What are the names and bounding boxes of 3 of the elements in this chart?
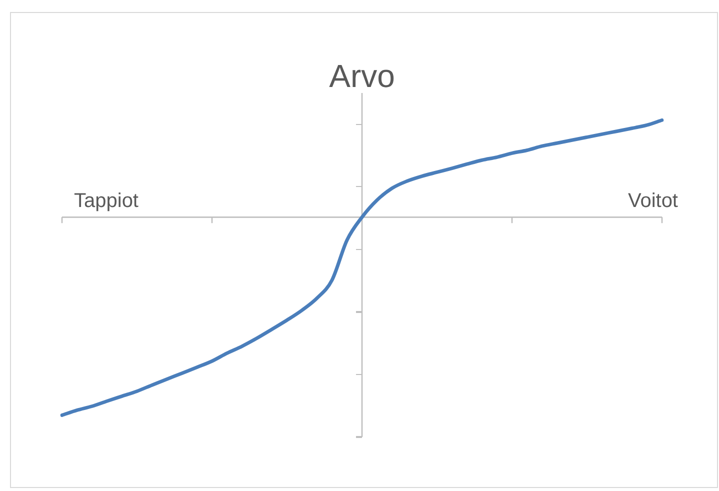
annotation: Voitot <box>628 190 678 212</box>
annotation: Tappiot <box>74 190 139 212</box>
y-axis-title: Arvo <box>329 58 395 94</box>
